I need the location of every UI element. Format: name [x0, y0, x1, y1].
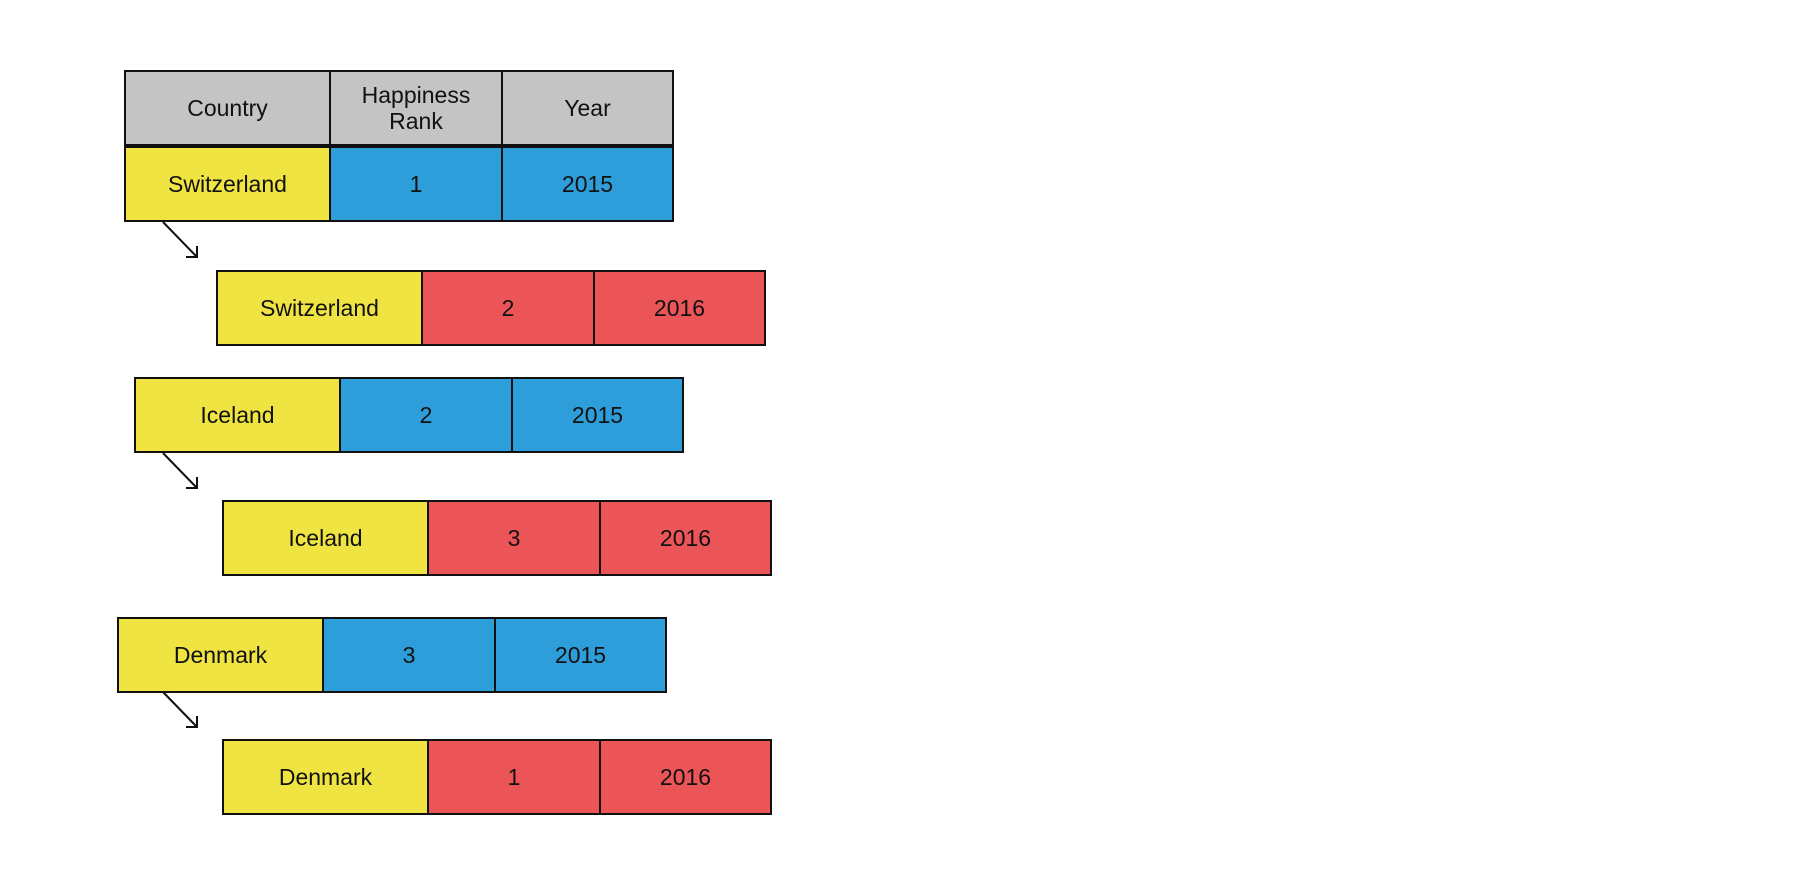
year-cell: 2016	[593, 270, 766, 346]
year-cell: 2015	[494, 617, 667, 693]
year-cell: 2016	[599, 739, 772, 815]
year-label: 2015	[571, 402, 624, 428]
country-cell: Denmark	[222, 739, 429, 815]
country-label: Iceland	[200, 402, 275, 428]
rank-cell: 1	[427, 739, 601, 815]
rank-label: 1	[409, 171, 423, 197]
country-cell: Switzerland	[216, 270, 423, 346]
year-label: 2015	[561, 171, 614, 197]
table-row: Switzerland 2 2016	[216, 270, 766, 346]
header-year: Year	[501, 70, 674, 146]
country-label: Denmark	[278, 764, 373, 790]
rank-label: 3	[402, 642, 416, 668]
rank-label: 2	[501, 295, 515, 321]
header-year-label: Year	[564, 95, 611, 121]
country-cell: Iceland	[222, 500, 429, 576]
arrow-down-right-icon	[162, 221, 198, 258]
table-header: Country Happiness Rank Year	[124, 70, 674, 146]
rank-label: 1	[507, 764, 521, 790]
year-label: 2016	[659, 764, 712, 790]
year-label: 2016	[659, 525, 712, 551]
arrow-down-right-icon	[162, 452, 198, 489]
rank-label: 3	[507, 525, 521, 551]
country-label: Switzerland	[168, 171, 287, 197]
table-row: Denmark 1 2016	[222, 739, 772, 815]
table-row: Iceland 2 2015	[134, 377, 684, 453]
arrow-down-right-icon	[162, 691, 198, 728]
country-cell: Switzerland	[124, 146, 331, 222]
year-cell: 2016	[599, 500, 772, 576]
country-cell: Iceland	[134, 377, 341, 453]
table-row: Iceland 3 2016	[222, 500, 772, 576]
year-label: 2016	[653, 295, 706, 321]
country-cell: Denmark	[117, 617, 324, 693]
rank-cell: 3	[322, 617, 496, 693]
year-label: 2015	[554, 642, 607, 668]
table-row: Switzerland 1 2015	[124, 146, 674, 222]
rank-cell: 2	[339, 377, 513, 453]
year-cell: 2015	[511, 377, 684, 453]
rank-cell: 2	[421, 270, 595, 346]
header-country: Country	[124, 70, 331, 146]
header-rank: Happiness Rank	[329, 70, 503, 146]
rank-cell: 1	[329, 146, 503, 222]
table-row: Denmark 3 2015	[117, 617, 667, 693]
rank-cell: 3	[427, 500, 601, 576]
header-country-label: Country	[187, 95, 268, 121]
rank-label: 2	[419, 402, 433, 428]
header-rank-label: Happiness Rank	[361, 82, 471, 134]
year-cell: 2015	[501, 146, 674, 222]
country-label: Iceland	[288, 525, 363, 551]
country-label: Switzerland	[260, 295, 379, 321]
country-label: Denmark	[173, 642, 268, 668]
